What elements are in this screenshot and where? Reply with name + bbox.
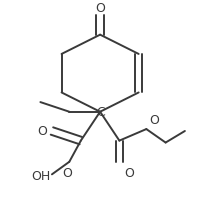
Text: C: C: [97, 106, 105, 119]
Text: O: O: [124, 166, 134, 179]
Text: O: O: [62, 166, 72, 179]
Text: OH: OH: [31, 169, 50, 182]
Text: O: O: [149, 114, 159, 126]
Text: O: O: [95, 2, 105, 15]
Text: O: O: [37, 125, 47, 138]
